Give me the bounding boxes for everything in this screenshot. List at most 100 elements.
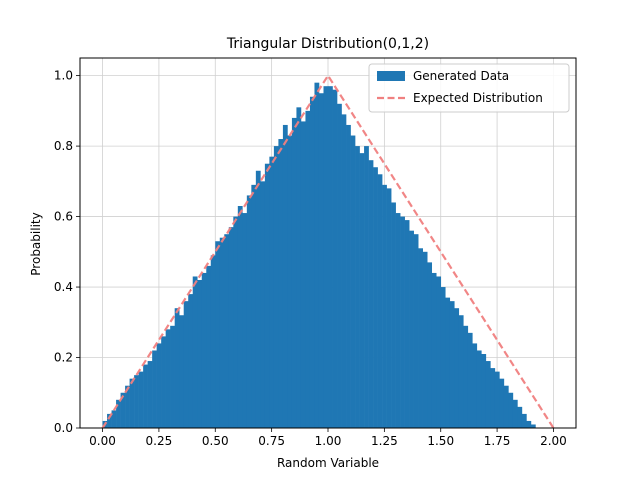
- histogram-bar: [332, 89, 338, 428]
- histogram-bar: [449, 301, 455, 428]
- histogram-bar: [521, 413, 527, 428]
- histogram-bar: [197, 280, 203, 428]
- y-axis-label: Probability: [29, 212, 43, 275]
- histogram-bar: [404, 220, 410, 428]
- histogram-bar: [494, 371, 500, 428]
- histogram-bar: [337, 103, 342, 429]
- histogram-bar: [395, 213, 401, 428]
- histogram-bar: [526, 420, 532, 428]
- y-tick-label: 0.0: [54, 421, 73, 435]
- histogram-bar: [188, 294, 194, 428]
- x-axis-label: Random Variable: [277, 456, 379, 470]
- histogram-bar: [530, 424, 536, 428]
- histogram-bar: [143, 364, 148, 428]
- histogram-bar: [246, 195, 252, 428]
- histogram-bar: [355, 146, 360, 428]
- histogram-bar: [368, 160, 374, 428]
- histogram-bar: [206, 265, 212, 428]
- x-tick-label: 0.50: [202, 434, 229, 448]
- histogram-bar: [228, 227, 234, 428]
- histogram-bar: [251, 184, 257, 428]
- x-tick-label: 0.75: [258, 434, 285, 448]
- histogram-bar: [215, 241, 221, 428]
- histogram-bar: [224, 234, 230, 428]
- histogram-bar: [129, 378, 135, 428]
- histogram-bar: [107, 413, 112, 428]
- histogram-bar: [273, 146, 279, 428]
- histogram-bar: [346, 124, 351, 428]
- histogram-bar: [116, 399, 121, 428]
- histogram-bar: [161, 336, 166, 428]
- legend-swatch-generated-data: [377, 71, 405, 81]
- histogram-bar: [409, 230, 414, 428]
- histogram-bar: [431, 272, 437, 428]
- histogram-bar: [490, 368, 496, 428]
- histogram-bar: [323, 86, 329, 428]
- histogram-bar: [305, 110, 311, 428]
- histogram-bar: [386, 188, 392, 428]
- histogram-bar: [499, 378, 505, 428]
- histogram-bar: [350, 135, 356, 428]
- histogram-bar: [463, 325, 469, 428]
- legend-label-expected-distribution: Expected Distribution: [413, 91, 543, 105]
- histogram-bar: [445, 297, 451, 428]
- histogram-bar: [125, 385, 130, 428]
- histogram-bar: [377, 174, 383, 428]
- y-tick-label: 0.6: [54, 210, 73, 224]
- histogram-bar: [269, 156, 275, 428]
- histogram-bar: [373, 167, 378, 428]
- histogram-bar: [147, 361, 153, 428]
- histogram-bar: [134, 375, 139, 428]
- histogram-bar: [237, 206, 243, 428]
- histogram-bar: [264, 163, 270, 428]
- histogram-bar: [467, 332, 473, 428]
- histogram-bar: [152, 350, 157, 428]
- legend-label-generated-data: Generated Data: [413, 69, 509, 83]
- histogram-bar: [192, 276, 198, 428]
- histogram-bar: [233, 216, 239, 428]
- histogram-bar: [413, 234, 419, 428]
- histogram-bar: [517, 406, 523, 428]
- histogram-bar: [472, 343, 478, 428]
- y-tick-label: 0.8: [54, 139, 73, 153]
- histogram-bar: [314, 82, 320, 429]
- expected-distribution-line: [101, 73, 555, 429]
- histogram-bar: [508, 392, 514, 428]
- histogram-bar: [328, 86, 333, 428]
- histogram-bar: [165, 329, 171, 428]
- histogram-bar: [476, 350, 482, 428]
- histogram-bar: [454, 308, 460, 428]
- histogram-bar: [287, 135, 293, 428]
- histogram-bar: [422, 251, 428, 428]
- histogram-bar: [242, 213, 248, 428]
- histogram-bar: [111, 410, 117, 428]
- histogram-bar: [120, 392, 126, 428]
- histogram-bar: [436, 276, 442, 428]
- histogram-bar: [503, 385, 509, 428]
- histogram-bar: [418, 248, 423, 428]
- histogram-bar: [201, 272, 207, 428]
- y-tick-label: 1.0: [54, 69, 73, 83]
- histogram-bar: [170, 325, 175, 428]
- histogram-bar: [318, 93, 324, 428]
- histogram-bar: [485, 361, 491, 428]
- x-tick-label: 0.25: [146, 434, 173, 448]
- x-tick-label: 1.25: [371, 434, 398, 448]
- histogram-bar: [179, 315, 185, 428]
- histogram-bar: [400, 216, 405, 428]
- plot-area: 0.00 0.25 0.50 0.75 1.00 1.25 1.50 1.75 2.00 0.0 0…: [54, 57, 577, 448]
- legend-box: [368, 63, 570, 113]
- x-tick-label: 1.75: [484, 434, 511, 448]
- histogram-bar: [440, 287, 446, 428]
- x-tick-label: 0.00: [89, 434, 116, 448]
- histogram-bar: [481, 354, 487, 428]
- histogram-bar: [174, 308, 180, 428]
- histogram-bar: [278, 139, 284, 429]
- histogram-bar: [183, 301, 189, 428]
- histogram-bar: [291, 117, 297, 429]
- histogram-bar: [210, 255, 216, 428]
- histogram-bar: [341, 114, 347, 428]
- histogram-bar: [296, 107, 302, 428]
- histogram-bar: [359, 153, 365, 428]
- chart-title: Triangular Distribution(0,1,2): [226, 36, 429, 52]
